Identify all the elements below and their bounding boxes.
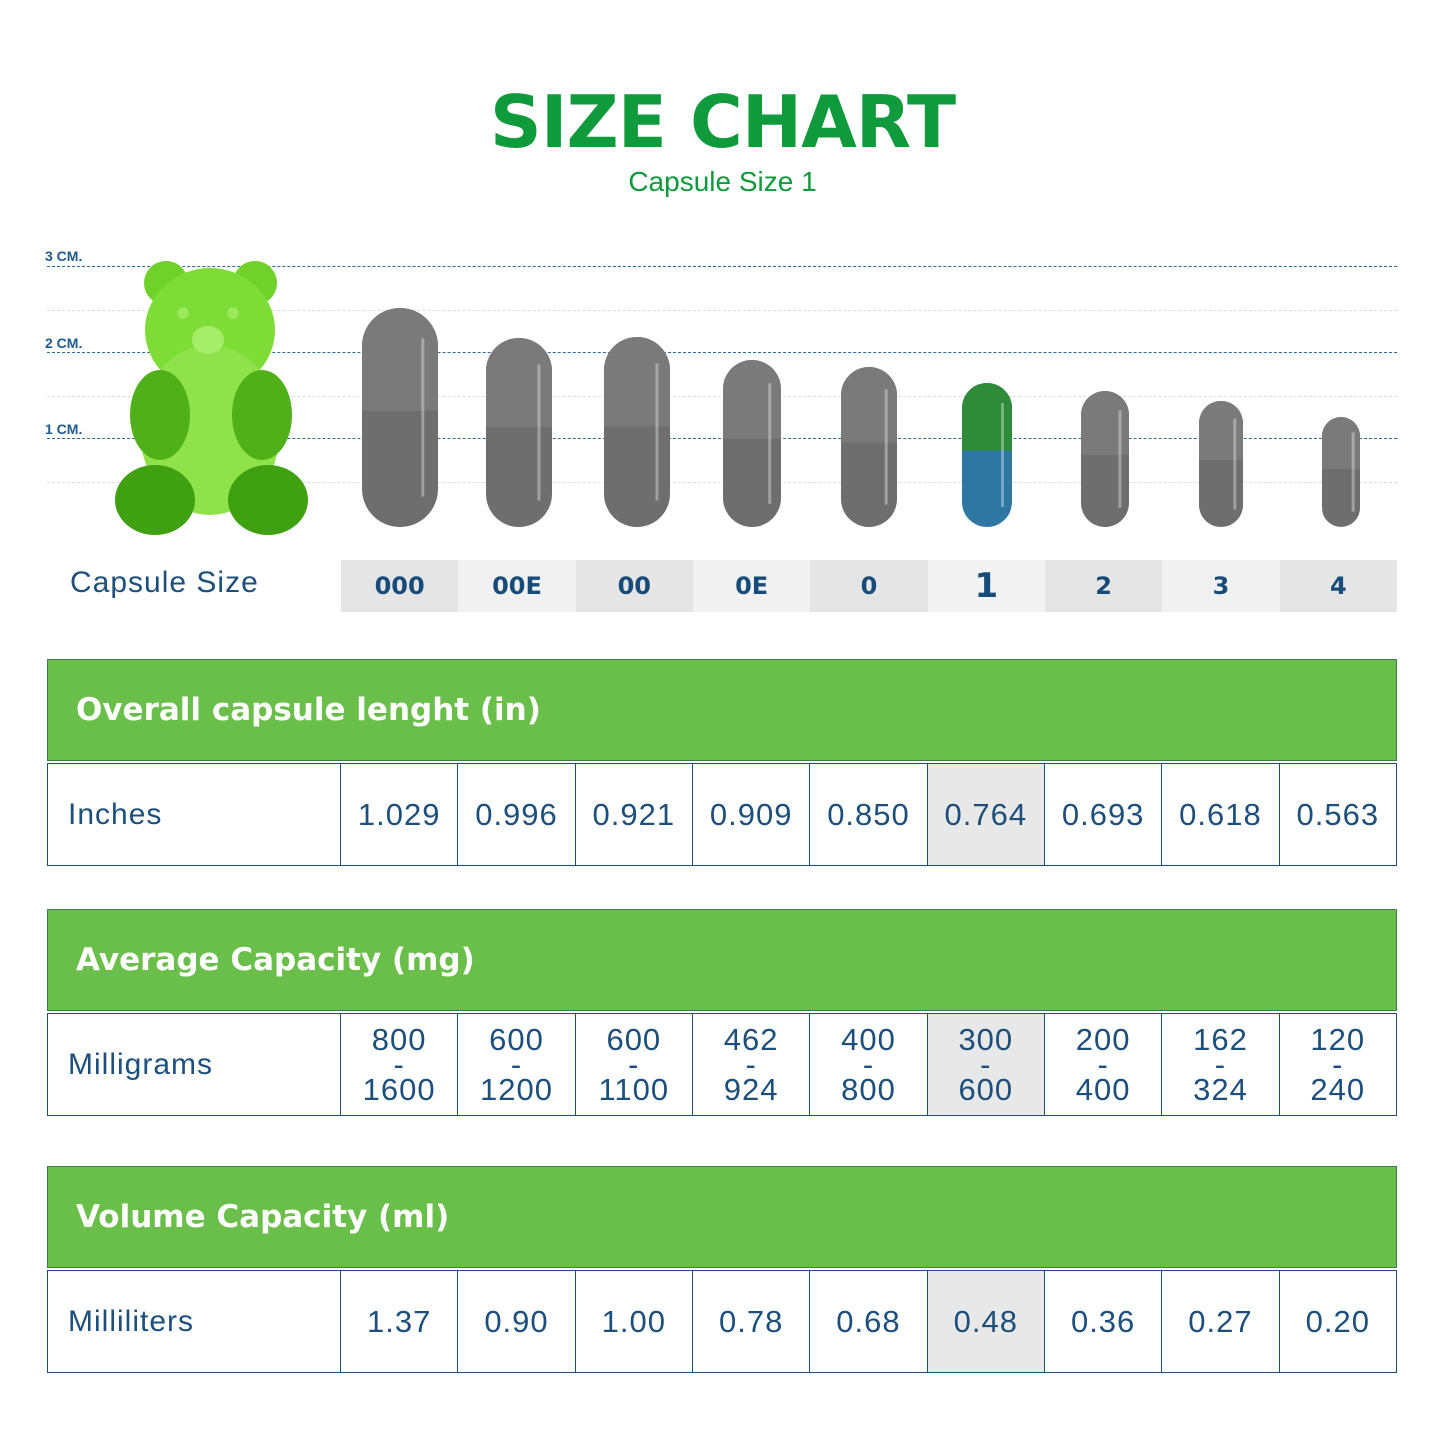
length-value: 1.029 (341, 764, 459, 865)
capsule-000 (362, 308, 438, 527)
length-value: 0.693 (1045, 764, 1163, 865)
capsule-size-3: 3 (1162, 560, 1280, 612)
length-row-label: Inches (48, 764, 341, 865)
volume-value: 0.78 (693, 1271, 811, 1372)
capacity-row: Milligrams 800-1600 600-1200 600-1100 462-9… (47, 1013, 1397, 1116)
min-value: 800 (371, 1022, 427, 1057)
max-value: 400 (1075, 1072, 1131, 1107)
max-value: 324 (1193, 1072, 1248, 1107)
capacity-value: 462-924 (693, 1014, 811, 1115)
page-title: SIZE CHART (489, 80, 956, 164)
scale-line (47, 266, 1397, 267)
min-value: 400 (841, 1022, 896, 1057)
volume-value: 0.27 (1162, 1271, 1280, 1372)
volume-value: 1.37 (341, 1271, 459, 1372)
capsule-size-4: 4 (1279, 560, 1397, 612)
max-value: 600 (958, 1072, 1014, 1107)
min-value: 600 (606, 1022, 662, 1057)
capsule-3 (1199, 401, 1243, 527)
min-value: 600 (489, 1022, 544, 1057)
length-value: 0.618 (1162, 764, 1280, 865)
volume-section-header: Volume Capacity (ml) (47, 1166, 1397, 1268)
capsule-illustrations (115, 261, 1360, 535)
capsule-size-00: 00 (575, 560, 693, 612)
length-value: 0.909 (693, 764, 811, 865)
volume-value: 0.36 (1045, 1271, 1163, 1372)
capsule-size-00E: 00E (458, 560, 576, 612)
scale-label-3cm: 3 CM. (45, 248, 83, 264)
scale-line (47, 310, 1397, 311)
capacity-value: 600-1100 (576, 1014, 693, 1115)
min-value: 120 (1310, 1022, 1366, 1057)
capsule-0E (723, 360, 781, 527)
capsule-size-label: Capsule Size (70, 566, 259, 599)
max-value: 1200 (480, 1072, 553, 1107)
max-value: 800 (841, 1072, 896, 1107)
volume-value: 1.00 (576, 1271, 693, 1372)
scale-label-1cm: 1 CM. (45, 421, 83, 437)
length-value: 0.850 (810, 764, 928, 865)
scale-line (47, 352, 1397, 353)
capsule-00E (486, 338, 552, 527)
min-value: 162 (1193, 1022, 1248, 1057)
capacity-row-label: Milligrams (48, 1014, 341, 1115)
scale-line (47, 438, 1397, 439)
length-value: 0.996 (458, 764, 576, 865)
capsule-size-0E: 0E (692, 560, 811, 612)
length-section-header: Overall capsule lenght (in) (47, 659, 1397, 761)
range-separator: - (393, 1047, 405, 1082)
scale-line (47, 482, 1397, 483)
volume-row-label: Milliliters (48, 1271, 341, 1372)
capacity-value: 400-800 (810, 1014, 928, 1115)
capsule-size-2: 2 (1044, 560, 1163, 612)
volume-row: Milliliters 1.37 0.90 1.00 0.78 0.68 0.48 0.36… (47, 1270, 1397, 1373)
capacity-value: 162-324 (1162, 1014, 1280, 1115)
capsule-size-row: 000 00E 00 0E 0 1 2 3 4 (341, 560, 1397, 612)
volume-value: 0.68 (810, 1271, 928, 1372)
capsule-size-0: 0 (810, 560, 928, 612)
range-separator: - (1214, 1047, 1227, 1082)
capsule-size-000: 000 (341, 560, 459, 612)
max-value: 240 (1310, 1072, 1366, 1107)
capacity-value: 600-1200 (458, 1014, 576, 1115)
length-value: 0.764 (927, 764, 1045, 865)
min-value: 300 (958, 1022, 1014, 1057)
capsule-00 (604, 337, 670, 527)
range-separator: - (628, 1047, 640, 1082)
capacity-value: 300-600 (927, 1014, 1045, 1115)
range-separator: - (510, 1047, 523, 1082)
length-value: 0.921 (576, 764, 693, 865)
capacity-section-header: Average Capacity (mg) (47, 909, 1397, 1011)
capsule-4 (1322, 417, 1360, 527)
capsule-size-1: 1 (927, 560, 1045, 612)
volume-value: 0.20 (1305, 1304, 1370, 1339)
capacity-value: 200-400 (1045, 1014, 1163, 1115)
capacity-value: 800-1600 (341, 1014, 459, 1115)
capsule-2 (1081, 391, 1129, 527)
range-separator: - (862, 1047, 875, 1082)
scale-label-2cm: 2 CM. (45, 335, 83, 351)
max-value: 1100 (598, 1072, 670, 1107)
min-value: 462 (723, 1022, 779, 1057)
scale-line (47, 396, 1397, 397)
range-separator: - (745, 1047, 757, 1082)
capsule-1 (962, 383, 1012, 527)
max-value: 1600 (362, 1072, 436, 1107)
min-value: 200 (1075, 1022, 1131, 1057)
gummy-bear-image (115, 261, 308, 535)
range-separator: - (1332, 1047, 1344, 1082)
capacity-value: 120-240 (1280, 1014, 1396, 1115)
capsule-0 (841, 367, 897, 527)
range-separator: - (980, 1047, 992, 1082)
volume-value: 0.90 (458, 1271, 576, 1372)
max-value: 924 (723, 1072, 779, 1107)
page-subtitle: Capsule Size 1 (628, 166, 817, 197)
length-value: 0.563 (1296, 797, 1380, 832)
volume-value: 0.48 (927, 1271, 1045, 1372)
range-separator: - (1097, 1047, 1109, 1082)
length-row: Inches 1.029 0.996 0.921 0.909 0.850 0.764 0.6… (47, 763, 1397, 866)
